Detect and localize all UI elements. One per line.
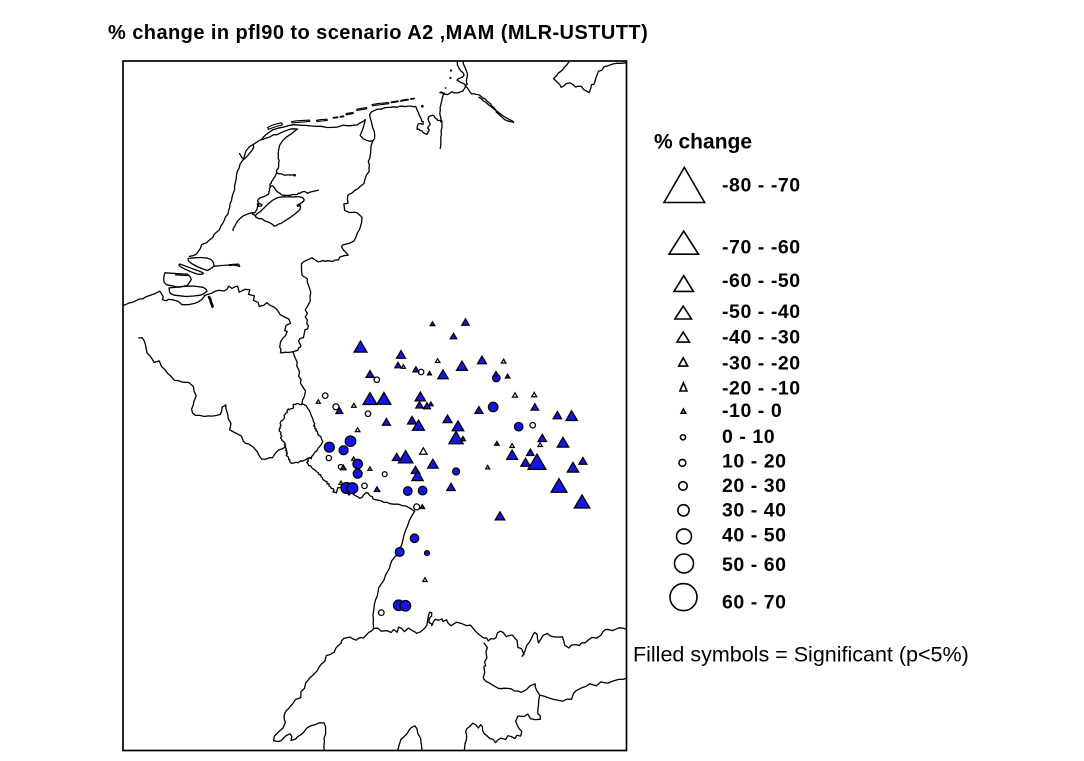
svg-text:20 - 30: 20 - 30 — [722, 475, 787, 497]
svg-text:% change: % change — [654, 130, 752, 153]
svg-text:-20 - -10: -20 - -10 — [722, 377, 801, 399]
svg-text:-50 - -40: -50 - -40 — [722, 301, 801, 323]
svg-text:30 - 40: 30 - 40 — [722, 500, 787, 522]
svg-text:40 - 50: 40 - 50 — [722, 524, 787, 546]
svg-text:-60 - -50: -60 - -50 — [722, 270, 801, 292]
svg-text:-10 - 0: -10 - 0 — [722, 400, 782, 422]
svg-text:50 - 60: 50 - 60 — [722, 554, 787, 576]
svg-text:-40 - -30: -40 - -30 — [722, 327, 801, 349]
svg-text:% change in pfl90 to scenario: % change in pfl90 to scenario A2 ,MAM (M… — [108, 22, 648, 44]
svg-text:-70 - -60: -70 - -60 — [722, 236, 801, 258]
svg-text:10 - 20: 10 - 20 — [722, 450, 787, 472]
svg-text:60 - 70: 60 - 70 — [722, 591, 787, 613]
svg-text:0 - 10: 0 - 10 — [722, 426, 775, 448]
svg-text:-80 - -70: -80 - -70 — [722, 175, 801, 197]
svg-text:-30 - -20: -30 - -20 — [722, 352, 801, 374]
svg-text:Filled symbols = Significant (: Filled symbols = Significant (p<5%) — [633, 642, 969, 666]
